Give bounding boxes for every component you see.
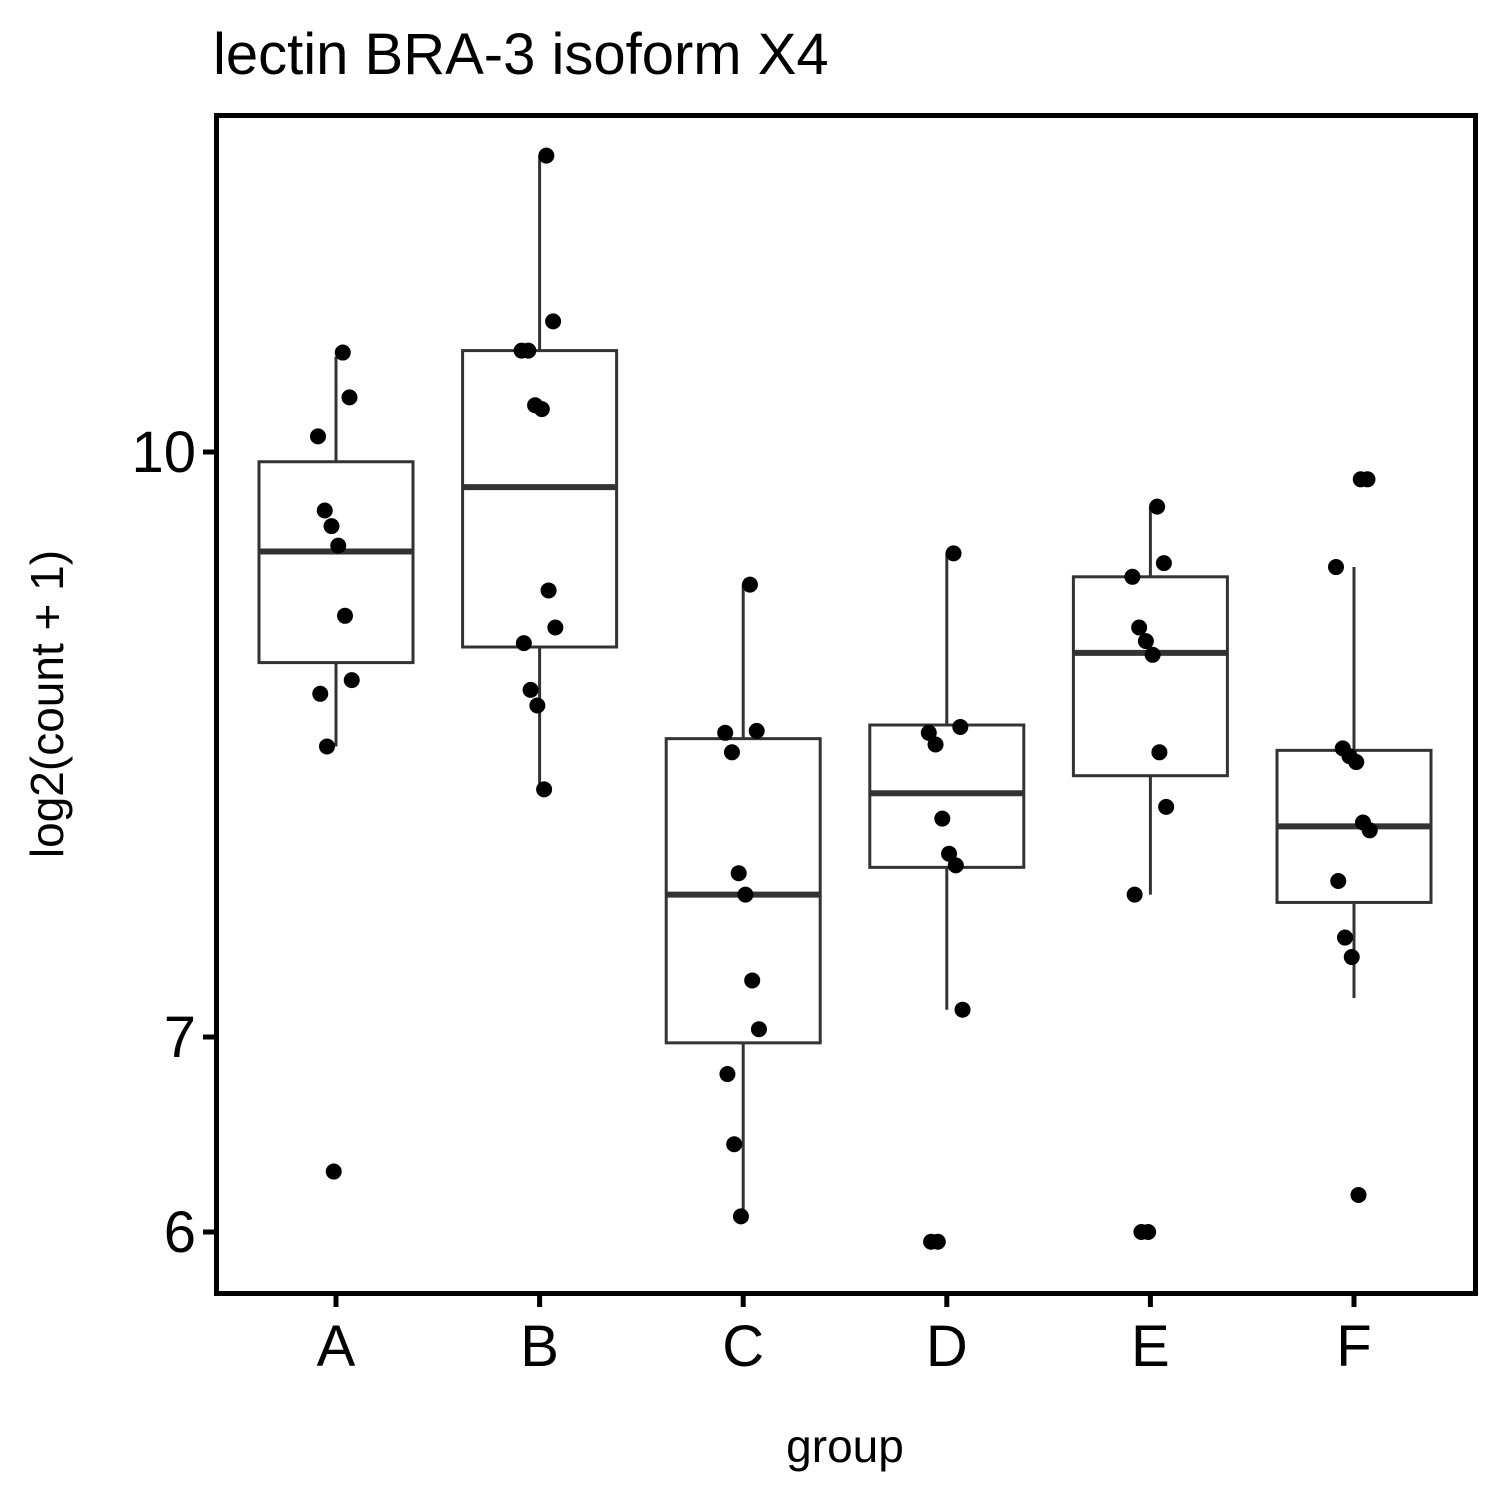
data-point-C bbox=[737, 886, 754, 903]
chart-title: lectin BRA-3 isoform X4 bbox=[213, 22, 829, 87]
x-axis-title: group bbox=[786, 1420, 904, 1472]
data-point-C bbox=[723, 744, 740, 761]
data-point-C bbox=[719, 1066, 736, 1083]
data-point-B bbox=[536, 781, 553, 798]
data-point-D bbox=[952, 718, 969, 735]
data-point-E bbox=[1140, 1224, 1157, 1240]
x-tick-label: B bbox=[520, 1314, 559, 1379]
data-point-A bbox=[323, 518, 340, 535]
data-point-C bbox=[730, 865, 747, 882]
data-point-D bbox=[927, 736, 944, 753]
data-point-E bbox=[1158, 798, 1175, 815]
data-point-E bbox=[1151, 744, 1168, 761]
data-point-D bbox=[920, 724, 937, 741]
data-point-F bbox=[1359, 471, 1376, 488]
data-point-F bbox=[1348, 754, 1365, 771]
box-group-B bbox=[461, 155, 619, 790]
data-point-B bbox=[538, 147, 555, 164]
data-point-D bbox=[947, 857, 964, 874]
y-tick-label: 10 bbox=[131, 420, 196, 485]
box-group-A bbox=[257, 356, 415, 747]
data-point-A bbox=[341, 389, 358, 406]
box-group-F bbox=[1275, 567, 1433, 998]
data-point-E bbox=[1144, 646, 1161, 663]
data-point-C bbox=[744, 972, 761, 989]
data-point-F bbox=[1350, 1186, 1367, 1203]
y-tick-label: 7 bbox=[164, 1005, 196, 1070]
box-group-D bbox=[868, 553, 1026, 1010]
x-axis: A B C D E F bbox=[317, 1294, 1372, 1379]
y-axis: 6 7 10 bbox=[131, 420, 216, 1265]
box-iqr bbox=[461, 349, 619, 649]
data-point-D bbox=[941, 845, 958, 862]
box-iqr bbox=[1071, 575, 1229, 778]
x-tick-label: A bbox=[317, 1314, 356, 1379]
x-tick-label: C bbox=[722, 1314, 764, 1379]
data-point-B bbox=[522, 681, 539, 698]
y-axis-title: log2(count + 1) bbox=[21, 550, 73, 858]
data-point-A bbox=[316, 502, 333, 519]
data-point-F bbox=[1343, 949, 1360, 966]
data-point-B bbox=[520, 342, 537, 359]
data-point-A bbox=[343, 672, 360, 689]
data-point-C bbox=[726, 1136, 743, 1153]
data-point-A bbox=[325, 1163, 342, 1180]
box-iqr bbox=[257, 460, 415, 665]
data-point-E bbox=[1155, 555, 1172, 572]
data-point-B bbox=[529, 697, 546, 714]
data-point-A bbox=[312, 685, 329, 702]
box-layer bbox=[257, 155, 1433, 1217]
data-point-D bbox=[945, 545, 962, 562]
data-point-C bbox=[750, 1021, 767, 1038]
y-tick-label: 6 bbox=[164, 1200, 196, 1265]
x-tick-label: E bbox=[1131, 1314, 1170, 1379]
data-point-C bbox=[732, 1208, 749, 1225]
data-point-E bbox=[1131, 619, 1148, 636]
data-point-B bbox=[533, 401, 550, 418]
data-point-A bbox=[330, 537, 347, 554]
data-point-C bbox=[748, 722, 765, 739]
data-point-F bbox=[1337, 929, 1353, 946]
data-point-E bbox=[1124, 568, 1141, 585]
data-point-D bbox=[934, 810, 951, 827]
data-point-C bbox=[717, 724, 734, 741]
data-point-D bbox=[929, 1233, 946, 1250]
x-tick-label: D bbox=[926, 1314, 968, 1379]
data-point-B bbox=[540, 582, 557, 599]
data-point-B bbox=[547, 619, 564, 636]
data-point-F bbox=[1330, 873, 1347, 889]
data-point-F bbox=[1361, 822, 1378, 839]
data-point-A bbox=[310, 428, 326, 445]
data-point-E bbox=[1126, 886, 1143, 903]
data-point-B bbox=[545, 313, 562, 330]
data-point-A bbox=[334, 344, 351, 361]
data-point-E bbox=[1137, 633, 1154, 650]
point-layer bbox=[310, 147, 1378, 1250]
data-point-B bbox=[515, 635, 532, 652]
data-point-D bbox=[954, 1001, 971, 1018]
data-point-E bbox=[1149, 498, 1166, 515]
x-tick-label: F bbox=[1336, 1314, 1371, 1379]
data-point-A bbox=[319, 738, 335, 755]
data-point-A bbox=[337, 607, 353, 624]
data-point-C bbox=[741, 576, 758, 593]
data-point-F bbox=[1328, 559, 1344, 576]
plot-panel-border bbox=[214, 113, 1478, 1296]
box-group-E bbox=[1071, 506, 1229, 895]
